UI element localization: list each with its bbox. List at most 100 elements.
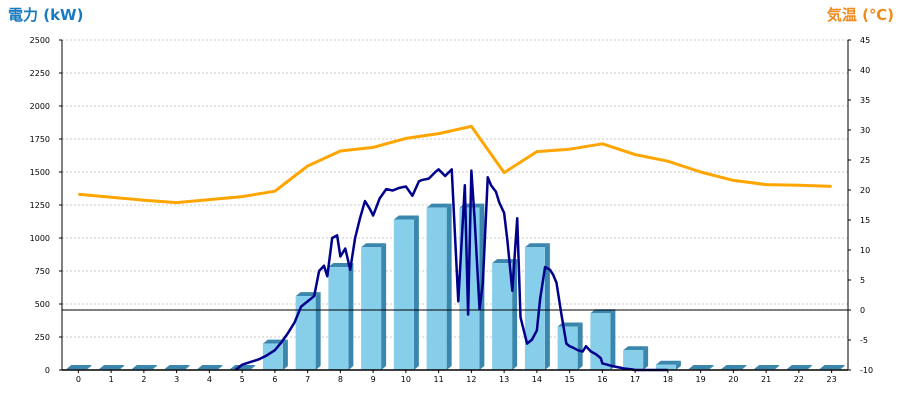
right-tick-label: 35 (860, 96, 870, 105)
bar-top (688, 365, 714, 369)
right-tick-label: 5 (860, 276, 865, 285)
x-tick-label: 4 (207, 375, 212, 384)
x-tick-label: 3 (174, 375, 179, 384)
x-tick-label: 12 (466, 375, 476, 384)
right-tick-label: 30 (860, 126, 870, 135)
bar-side (577, 322, 583, 370)
grid-lines (62, 39, 848, 338)
bar-top (361, 243, 387, 248)
x-tick-label: 19 (696, 375, 706, 384)
bar-side (413, 215, 419, 370)
bar-top (328, 263, 354, 268)
x-tick-label: 23 (827, 375, 837, 384)
left-tick-label: 1500 (30, 168, 50, 177)
x-tick-label: 11 (434, 375, 444, 384)
x-tick-label: 17 (630, 375, 640, 384)
bar-side (544, 243, 550, 370)
x-tick-label: 6 (272, 375, 277, 384)
x-tick-label: 5 (240, 375, 245, 384)
bar-top (721, 365, 747, 369)
bar-side (184, 365, 190, 370)
bar-side (381, 243, 387, 370)
left-tick-label: 250 (35, 333, 50, 342)
right-tick-label: 0 (860, 306, 865, 315)
bar-side (774, 365, 780, 370)
bar-side (86, 365, 92, 370)
bar-top (786, 365, 812, 369)
left-tick-label: 500 (35, 300, 50, 309)
x-tick-label: 14 (532, 375, 542, 384)
left-axis-title: 電力 (kW) (8, 6, 83, 24)
right-tick-label: 10 (860, 246, 870, 255)
bar-side (282, 339, 288, 370)
bar-side (119, 365, 125, 370)
left-tick-label: 1250 (30, 201, 50, 210)
bar-side (348, 263, 354, 370)
bar-top (66, 365, 92, 369)
bar-front (328, 267, 349, 370)
left-tick-label: 2500 (30, 36, 50, 45)
bar-top (426, 203, 452, 208)
x-tick-label: 15 (565, 375, 575, 384)
bar-side (151, 365, 157, 370)
bar-front (393, 219, 414, 370)
x-tick-label: 21 (761, 375, 771, 384)
x-tick-label: 18 (663, 375, 673, 384)
right-tick-label: -5 (860, 336, 868, 345)
bar-top (164, 365, 190, 369)
temperature-line (78, 124, 832, 205)
bar-side (806, 365, 812, 370)
x-tick-label: 8 (338, 375, 343, 384)
axes: 02505007501000125015001750200022502500-1… (30, 36, 873, 384)
bar (655, 360, 681, 370)
bar-side (315, 292, 321, 370)
bar-top (492, 259, 518, 264)
bar-side (250, 365, 256, 370)
bar-top (197, 365, 223, 369)
bar-front (524, 247, 545, 370)
bar-top (819, 365, 845, 369)
bar (557, 322, 583, 370)
bar-top (131, 365, 157, 369)
bar-side (643, 346, 649, 370)
x-tick-label: 10 (401, 375, 411, 384)
bar-side (839, 365, 845, 370)
x-tick-label: 16 (597, 375, 607, 384)
bar-top (524, 243, 550, 248)
bar-side (708, 365, 714, 370)
bar-front (295, 296, 316, 370)
right-axis-title: 気温 (℃) (827, 6, 894, 24)
bar-side (741, 365, 747, 370)
bar-top (623, 346, 649, 351)
right-tick-label: -10 (860, 366, 873, 375)
right-tick-label: 20 (860, 186, 870, 195)
bar (328, 263, 354, 370)
x-tick-label: 13 (499, 375, 509, 384)
x-tick-label: 1 (109, 375, 114, 384)
power-line (234, 168, 668, 372)
x-tick-label: 9 (371, 375, 376, 384)
x-tick-label: 7 (305, 375, 310, 384)
left-tick-label: 2000 (30, 102, 50, 111)
bar-top (754, 365, 780, 369)
bar (524, 243, 550, 370)
right-tick-label: 40 (860, 66, 870, 75)
bar-top (655, 360, 681, 365)
bar-top (393, 215, 419, 220)
bar (295, 292, 321, 370)
bar (590, 309, 616, 370)
left-tick-label: 750 (35, 267, 50, 276)
x-tick-label: 2 (141, 375, 146, 384)
line-series-layer (78, 124, 832, 372)
bar-front (426, 207, 447, 370)
left-tick-label: 1750 (30, 135, 50, 144)
right-tick-label: 45 (860, 36, 870, 45)
bar-side (446, 203, 452, 370)
bar-front (557, 326, 578, 370)
x-tick-label: 20 (728, 375, 738, 384)
bar (393, 215, 419, 370)
bar-side (217, 365, 223, 370)
bar-side (675, 360, 681, 370)
bar-front (262, 343, 283, 370)
